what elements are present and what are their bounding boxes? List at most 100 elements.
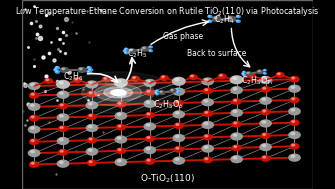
Circle shape [86, 70, 92, 74]
Circle shape [85, 124, 98, 132]
Circle shape [102, 76, 111, 82]
Circle shape [58, 125, 68, 132]
Text: Gas phase: Gas phase [163, 32, 204, 41]
Circle shape [288, 107, 301, 115]
Circle shape [212, 16, 222, 22]
Circle shape [149, 46, 151, 47]
Circle shape [174, 100, 184, 106]
Circle shape [202, 156, 213, 163]
Circle shape [125, 48, 126, 49]
Circle shape [204, 122, 208, 125]
Circle shape [205, 112, 208, 113]
Circle shape [204, 146, 208, 148]
Circle shape [87, 137, 97, 144]
Circle shape [147, 90, 150, 92]
Circle shape [145, 158, 155, 165]
Circle shape [60, 92, 63, 94]
Circle shape [55, 66, 60, 70]
Circle shape [86, 66, 92, 70]
Circle shape [85, 147, 98, 156]
Circle shape [174, 146, 184, 153]
Circle shape [243, 71, 244, 72]
Text: Low Temperature Ethane Conversion on Rutile TiO$_2$(110) via Photocatalysis: Low Temperature Ethane Conversion on Rut… [15, 5, 320, 18]
Circle shape [263, 134, 266, 136]
Circle shape [288, 131, 301, 139]
Circle shape [118, 91, 121, 93]
Circle shape [205, 135, 208, 137]
Circle shape [230, 109, 243, 117]
Circle shape [54, 69, 56, 70]
Ellipse shape [114, 91, 122, 94]
Circle shape [88, 82, 92, 84]
Circle shape [118, 149, 121, 151]
Circle shape [29, 92, 39, 99]
Circle shape [115, 135, 127, 144]
Circle shape [79, 68, 82, 70]
Circle shape [56, 80, 70, 89]
Circle shape [175, 112, 179, 114]
Circle shape [128, 48, 136, 54]
Circle shape [263, 110, 266, 112]
Circle shape [245, 71, 253, 76]
Circle shape [231, 144, 242, 151]
Circle shape [140, 46, 149, 52]
Circle shape [130, 49, 132, 51]
Circle shape [288, 84, 301, 93]
Circle shape [236, 19, 241, 23]
Circle shape [291, 86, 295, 88]
Circle shape [158, 90, 166, 95]
Circle shape [259, 97, 272, 105]
Circle shape [88, 71, 89, 72]
Circle shape [89, 69, 90, 70]
Circle shape [31, 116, 34, 118]
Circle shape [171, 89, 173, 91]
Circle shape [246, 73, 256, 79]
Circle shape [289, 119, 300, 126]
Circle shape [31, 162, 34, 164]
Circle shape [201, 121, 214, 129]
Circle shape [233, 110, 237, 113]
Circle shape [89, 161, 92, 163]
Circle shape [58, 149, 68, 156]
Circle shape [56, 71, 57, 72]
Circle shape [87, 91, 97, 97]
Circle shape [175, 135, 179, 138]
Circle shape [29, 161, 39, 168]
Circle shape [125, 52, 126, 53]
Circle shape [177, 88, 178, 89]
Circle shape [31, 93, 34, 95]
Circle shape [148, 49, 153, 52]
Circle shape [118, 113, 121, 115]
Circle shape [262, 121, 266, 123]
Circle shape [174, 79, 184, 86]
Circle shape [46, 79, 49, 81]
Circle shape [260, 109, 271, 115]
Circle shape [155, 92, 156, 93]
Circle shape [115, 112, 127, 120]
Circle shape [292, 98, 295, 100]
Circle shape [208, 20, 210, 21]
Circle shape [124, 51, 129, 54]
Circle shape [277, 73, 280, 75]
Circle shape [116, 147, 126, 154]
Circle shape [234, 122, 237, 124]
Circle shape [148, 46, 153, 49]
Circle shape [260, 155, 271, 162]
Circle shape [259, 143, 272, 151]
Circle shape [55, 70, 60, 74]
Circle shape [230, 86, 243, 94]
Circle shape [202, 110, 213, 117]
Circle shape [263, 69, 267, 72]
Circle shape [147, 113, 150, 115]
Circle shape [88, 68, 93, 72]
Circle shape [226, 16, 237, 22]
Circle shape [175, 89, 179, 91]
Circle shape [85, 101, 98, 109]
Circle shape [56, 67, 57, 68]
Ellipse shape [110, 90, 126, 95]
Circle shape [155, 90, 159, 92]
Circle shape [205, 158, 208, 160]
Circle shape [29, 138, 39, 145]
Circle shape [118, 82, 121, 84]
Circle shape [62, 68, 65, 70]
